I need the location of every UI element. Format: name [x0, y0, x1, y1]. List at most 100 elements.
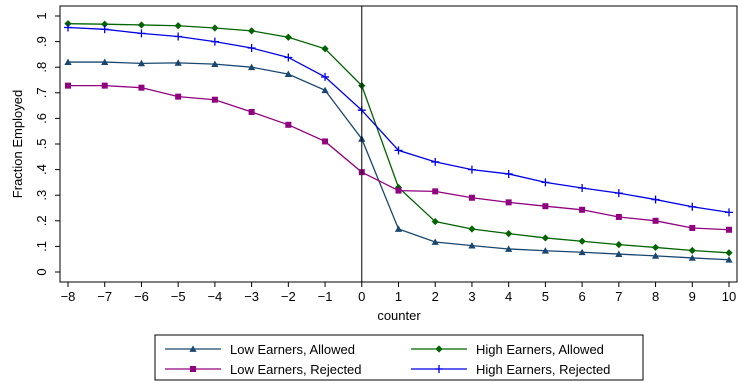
data-point	[284, 70, 292, 77]
data-point	[247, 44, 256, 52]
y-tick-label: 1	[34, 12, 49, 19]
data-point	[248, 27, 256, 35]
data-point	[211, 24, 219, 32]
data-point	[726, 226, 732, 233]
y-tick-label: .2	[34, 215, 49, 226]
data-point	[285, 121, 292, 128]
data-point	[541, 247, 549, 254]
axes: 0 .1 .2 .3 .4 .5 .6 .7 .8 .9 1 −8 −7 −6 −5 −4 −3 −2 −1 0 1 2 3…	[34, 6, 736, 304]
x-tick-label: −1	[318, 289, 333, 304]
x-tick-label: 10	[722, 289, 736, 304]
x-tick-label: −2	[281, 289, 296, 304]
legend-box	[154, 334, 644, 381]
data-point	[137, 59, 146, 67]
data-point	[688, 246, 696, 255]
x-tick-label: 3	[468, 289, 475, 304]
data-point	[248, 109, 255, 115]
x-tick-label: 4	[505, 289, 512, 304]
x-tick-label: −5	[171, 289, 186, 304]
data-point	[651, 243, 660, 252]
data-point	[101, 20, 109, 28]
y-tick-label: 0	[34, 268, 49, 275]
legend-marker	[435, 345, 443, 353]
x-tick-label: 8	[652, 289, 659, 304]
y-tick-label: .5	[34, 139, 49, 150]
x-tick-label: 0	[358, 289, 365, 304]
legend-marker	[435, 365, 443, 373]
data-point	[322, 138, 329, 145]
data-point	[394, 146, 403, 155]
x-tick-label: −6	[134, 289, 149, 304]
y-tick-label: .7	[34, 87, 49, 98]
data-point	[137, 21, 146, 29]
data-point	[138, 84, 145, 91]
data-point	[468, 194, 475, 201]
legend-label: High Earners, Allowed	[476, 342, 604, 357]
data-point	[578, 237, 586, 245]
x-tick-label: 2	[432, 289, 439, 304]
data-point	[651, 252, 660, 259]
data-point	[321, 72, 330, 81]
data-point	[541, 234, 549, 242]
x-tick-label: 6	[578, 289, 585, 304]
data-point	[468, 242, 476, 249]
y-tick-label: .6	[34, 113, 49, 124]
x-tick-label: 1	[395, 289, 402, 304]
x-tick-label: −7	[97, 289, 112, 304]
data-point	[725, 208, 733, 217]
data-point	[689, 224, 696, 231]
data-point	[211, 60, 219, 68]
data-point	[615, 213, 622, 220]
legend-label: High Earners, Rejected	[476, 362, 610, 377]
data-point	[174, 59, 182, 66]
data-point	[468, 225, 476, 233]
data-point	[100, 25, 109, 34]
x-tick-label: 7	[615, 289, 622, 304]
data-point	[101, 82, 108, 89]
data-point	[431, 238, 439, 245]
x-axis-title: counter	[377, 308, 421, 323]
data-point	[65, 82, 71, 89]
data-point	[725, 256, 733, 263]
data-point	[579, 206, 586, 213]
plot-area	[59, 5, 738, 283]
legend-marker	[190, 366, 196, 372]
y-tick-label: .1	[34, 241, 49, 252]
data-point	[394, 225, 403, 232]
data-point	[504, 169, 513, 178]
data-point	[321, 45, 329, 53]
data-point	[211, 96, 218, 103]
data-point	[505, 245, 513, 252]
data-point	[321, 86, 329, 94]
data-point	[542, 203, 549, 210]
x-tick-label: −8	[61, 289, 76, 304]
data-point	[467, 165, 476, 174]
data-point	[578, 248, 586, 256]
data-point	[652, 217, 659, 224]
data-point	[248, 63, 256, 71]
data-point	[688, 254, 696, 261]
legend-marker	[189, 345, 197, 352]
y-tick-label: .4	[34, 164, 49, 175]
data-point	[431, 157, 440, 166]
data-point	[174, 32, 183, 41]
data-point	[210, 37, 219, 46]
data-point	[614, 189, 623, 198]
data-point	[505, 230, 513, 238]
legend-item: High Earners, Rejected	[411, 362, 610, 377]
data-point	[431, 217, 439, 226]
legend-label: Low Earners, Rejected	[230, 362, 362, 377]
data-point	[432, 188, 439, 195]
y-tick-label: .9	[34, 36, 49, 47]
data-point	[174, 22, 182, 30]
x-tick-label: −3	[244, 289, 259, 304]
y-axis-title: Fraction Employed	[10, 90, 25, 198]
legend-item: High Earners, Allowed	[411, 342, 604, 357]
data-point	[137, 29, 146, 38]
x-tick-label: 9	[689, 289, 696, 304]
data-point	[175, 93, 182, 100]
data-point	[284, 53, 293, 62]
y-tick-label: .3	[34, 190, 49, 201]
